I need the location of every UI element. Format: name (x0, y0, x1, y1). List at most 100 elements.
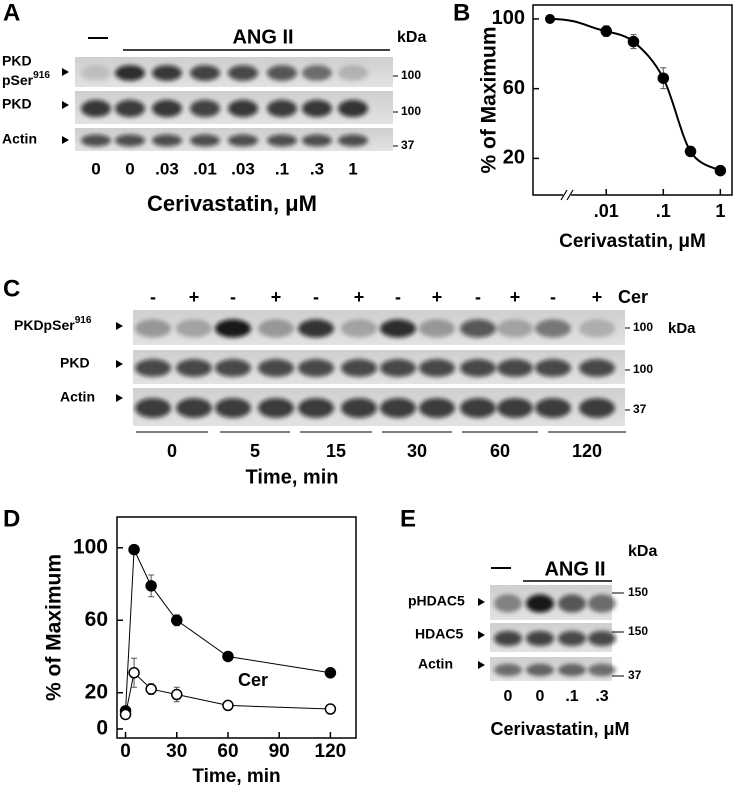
x-tick-label: 120 (315, 741, 347, 762)
blot-band (298, 359, 334, 377)
fit-curve-lead (549, 17, 607, 33)
blot-band (302, 65, 332, 81)
blot-band (341, 319, 377, 338)
time-label: 5 (250, 441, 260, 461)
blot-band (228, 99, 258, 118)
blot-band (535, 398, 571, 418)
blot-band (338, 134, 368, 147)
blot-band (338, 99, 368, 118)
blot-band (81, 134, 111, 147)
blot-band (228, 134, 258, 147)
x-tick-label: 0 (120, 741, 131, 762)
panel-label: A (3, 0, 20, 26)
y-tick-label: 20 (503, 147, 525, 169)
marker-label: 100 (633, 362, 653, 376)
row-label: PKDpSer916 (14, 315, 92, 333)
lane-label: - (150, 287, 156, 307)
y-axis-title: % of Maximum (478, 26, 501, 173)
lane-label: 0 (536, 688, 545, 705)
blot-band (267, 134, 297, 147)
label-sup: 916 (33, 70, 50, 81)
blot-band (588, 663, 616, 677)
blot-band (338, 65, 368, 81)
marker-label: 37 (633, 402, 647, 416)
blot-band (115, 134, 145, 147)
data-point (714, 164, 727, 177)
row-label: Actin (60, 389, 95, 405)
data-point (684, 145, 697, 158)
marker-label: 100 (633, 320, 653, 334)
blot-band (341, 359, 377, 377)
y-tick-label: 100 (73, 535, 108, 558)
blot-band (494, 594, 522, 613)
blot-band (190, 65, 220, 81)
lane-label: .3 (310, 159, 324, 178)
blot-band (535, 319, 571, 338)
data-point (545, 13, 555, 24)
blot-band (558, 594, 586, 613)
lane-label: - (313, 287, 319, 307)
blot-band (176, 359, 212, 377)
plot-frame (532, 4, 733, 196)
lane-label: + (510, 287, 521, 307)
series-label: Cer (238, 670, 268, 690)
data-point (145, 683, 157, 695)
axis-title: Time, min (246, 466, 339, 488)
data-point (600, 25, 613, 37)
data-point (324, 667, 337, 679)
axis-break (566, 189, 574, 201)
time-label: 60 (490, 441, 510, 461)
lane-label: .01 (193, 159, 217, 178)
blot-band (302, 134, 332, 147)
blot-band (460, 359, 496, 377)
y-axis-title: % of Maximum (43, 554, 66, 701)
blot-band (526, 594, 554, 613)
blot-band (176, 319, 212, 338)
lane-label: - (475, 287, 481, 307)
axis-title: Cerivastatin, μM (490, 719, 629, 739)
blot-band (267, 65, 297, 81)
blot-band (460, 398, 496, 418)
blot-band (215, 319, 251, 338)
row-label: pHDAC5 (408, 593, 465, 609)
blot-band (419, 359, 455, 377)
blot-band (298, 398, 334, 418)
data-point (145, 580, 157, 592)
blot-band (579, 319, 615, 338)
blot-band (135, 398, 171, 418)
axis-break (560, 189, 568, 201)
blot-band (115, 99, 145, 118)
blot-band (494, 630, 522, 647)
blot-band (494, 663, 522, 677)
series-line (125, 671, 331, 715)
blot-band (558, 630, 586, 647)
data-point (222, 699, 234, 712)
data-point (657, 72, 670, 84)
lane-label: + (189, 287, 200, 307)
label-main: pSer (2, 72, 34, 88)
panel-label: D (3, 505, 20, 532)
blot-band (258, 319, 294, 338)
blot-band (215, 359, 251, 377)
label-sup: 916 (75, 315, 92, 326)
x-tick-label: 60 (217, 741, 238, 762)
lane-label: .03 (155, 159, 179, 178)
blot-band (579, 359, 615, 377)
lane-label: 1 (348, 159, 357, 178)
blot-band (497, 359, 533, 377)
blot-band (579, 398, 615, 418)
time-label: 15 (326, 441, 346, 461)
row-label: pSer916 (2, 70, 50, 88)
y-tick-label: 60 (85, 608, 108, 631)
lane-label: + (354, 287, 365, 307)
marker-label: 37 (401, 138, 415, 152)
lane-label: + (592, 287, 603, 307)
row-label: PKD (2, 96, 32, 112)
arrow (62, 101, 69, 109)
panel-label: C (3, 275, 20, 302)
blot-band (588, 594, 616, 613)
blot-band (497, 319, 533, 338)
blot-band (588, 630, 616, 647)
row-label: Actin (418, 656, 453, 672)
